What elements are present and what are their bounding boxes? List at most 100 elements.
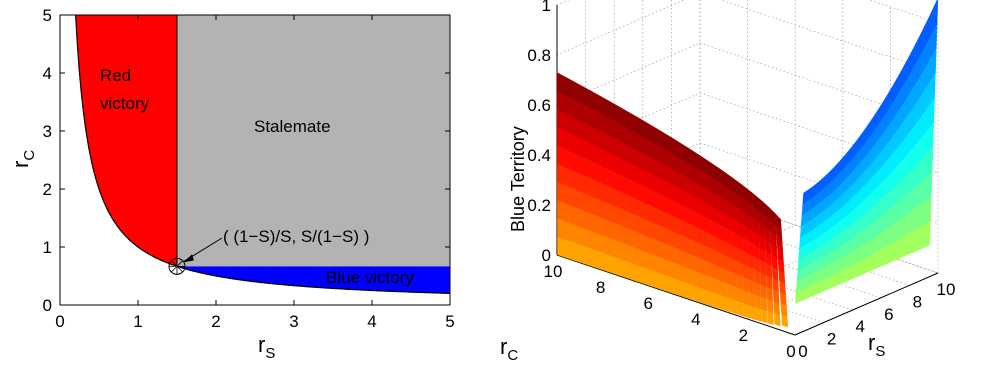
x-tick-label: 0 [55, 312, 64, 331]
y-tick-label: 4 [43, 64, 52, 83]
surface-patch [731, 298, 738, 315]
surface-patch [674, 247, 681, 266]
surface-patch [590, 195, 597, 216]
surface-patch [607, 116, 614, 138]
surface-patch [585, 210, 592, 232]
surface-patch [590, 248, 597, 269]
surface-patch [686, 252, 693, 271]
surface-patch [601, 131, 608, 152]
surface-patch [613, 205, 620, 226]
surface-patch [635, 247, 642, 267]
surface-patch [623, 109, 630, 130]
surface-patch [562, 238, 569, 259]
surface-patch [579, 208, 586, 230]
surface-patch [629, 195, 636, 216]
surface-patch [663, 195, 670, 215]
rs-tick-label: 0 [798, 342, 807, 361]
surface-patch [703, 288, 710, 306]
surface-patch [624, 193, 631, 213]
surface-patch [590, 178, 597, 199]
surface-patch [703, 273, 710, 292]
z-tick-label: 0.6 [527, 96, 551, 115]
surface-patch [657, 224, 665, 244]
surface-patch [607, 99, 614, 121]
surface-patch [674, 262, 682, 281]
surface-patch [635, 148, 642, 169]
surface-patch [612, 119, 619, 141]
surface-patch [697, 286, 704, 304]
surface-patch [624, 243, 631, 263]
surface-patch [613, 239, 620, 259]
surface-patch [640, 184, 648, 204]
surface-patch [607, 254, 614, 274]
surface-patch [635, 231, 642, 251]
surface-patch [635, 264, 642, 284]
surface-patch [669, 229, 676, 248]
surface-patch [596, 128, 603, 150]
surface-patch [663, 226, 670, 246]
surface-patch [584, 104, 591, 127]
region-blue-victory [177, 266, 450, 294]
surface-patch [927, 170, 933, 199]
surface-patch [686, 267, 693, 286]
surface-patch [720, 266, 727, 284]
surface-patch [579, 102, 586, 124]
surface-patch [612, 171, 620, 192]
surface-patch [663, 211, 670, 231]
surface-patch [618, 241, 625, 261]
surface-patch [708, 276, 715, 294]
surface-patch [568, 150, 575, 172]
x-tick-label: 2 [211, 312, 220, 331]
surface-patch [629, 112, 636, 133]
surface-patch [714, 292, 721, 310]
surface-patch [601, 217, 608, 238]
surface-patch [618, 106, 625, 127]
grid-line [699, 192, 939, 274]
surface-patch [590, 160, 597, 182]
surface-patch [618, 156, 625, 177]
z-tick-label: 0.4 [527, 146, 551, 165]
surface-patch [562, 220, 569, 241]
surface-patch [640, 118, 647, 140]
surface-patch [669, 260, 676, 279]
surface-patch [624, 209, 631, 230]
surface-patch [613, 222, 620, 242]
surface-patch [629, 228, 637, 249]
surface-patch [640, 168, 647, 188]
surface-patch [651, 125, 658, 146]
surface-patch [590, 230, 597, 251]
surface-patch [658, 240, 665, 260]
phase-diagram-y-axis-label: rC [8, 150, 38, 168]
surface-patch [630, 245, 637, 265]
surface-patch [652, 270, 659, 289]
surface-patch [601, 165, 608, 187]
surface-patch [584, 122, 591, 144]
surface-patch [691, 239, 698, 258]
surface-patch [686, 282, 693, 300]
surface-patch [755, 306, 762, 322]
surface-patch [579, 173, 586, 194]
surface-patch [562, 75, 569, 97]
surface-patch [613, 188, 620, 209]
region-label-red-victory-line1: Red [100, 66, 131, 85]
surface-patch [557, 218, 564, 239]
region-stalemate [177, 15, 450, 267]
annotation-arrow-head [183, 254, 194, 263]
surface-patch [629, 179, 636, 199]
surface-patch [668, 135, 675, 156]
surface-patch [663, 274, 670, 293]
surface-patch [590, 213, 597, 234]
surface-patch [573, 117, 580, 139]
surface-patch [607, 219, 614, 240]
surface-patch [680, 265, 687, 283]
surface-patch [646, 268, 653, 287]
surface-patch [652, 254, 659, 273]
surface-patch [640, 151, 647, 172]
surface-patch [663, 242, 670, 262]
surface-patch [602, 252, 609, 272]
boundary-curve [75, 14, 451, 294]
surface-patch [584, 157, 592, 179]
surface-patch [556, 108, 563, 131]
surface-patch [585, 175, 592, 197]
surface-patch [708, 261, 715, 279]
